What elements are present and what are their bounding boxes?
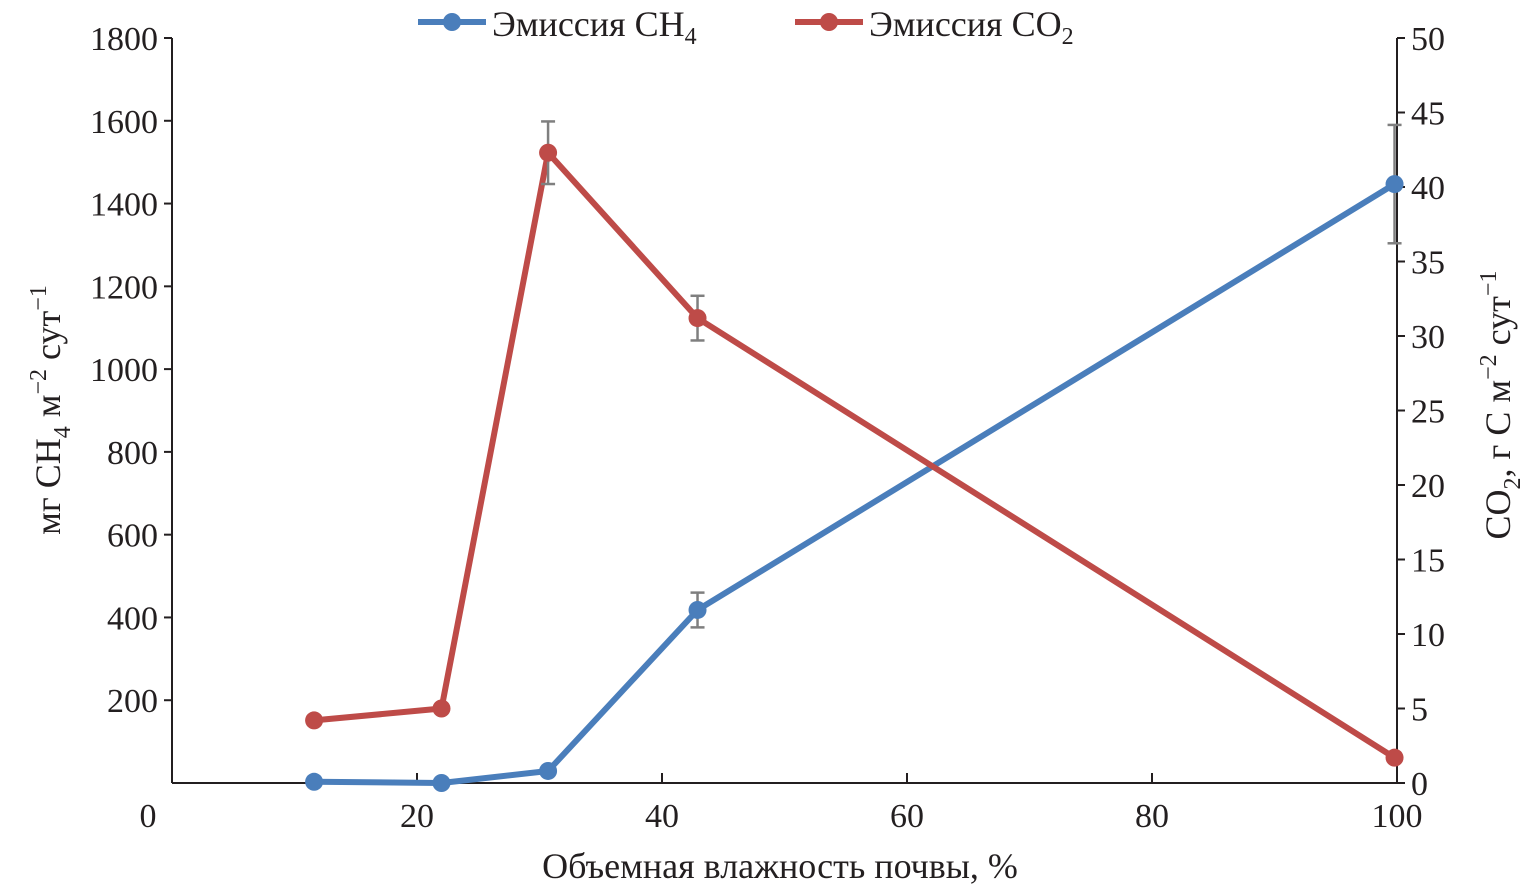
legend-label: Эмиссия CH4 [492,4,697,50]
y2-tick-label: 10 [1411,617,1445,654]
y2-tick-label: 45 [1411,96,1445,133]
y2-axis-label: CO2, г С м−2 сут−1 [1476,271,1526,540]
y2-tick-label: 30 [1411,319,1445,356]
x-tick-label: 0 [140,798,157,835]
legend: Эмиссия CH4 Эмиссия CO2 [418,4,1074,50]
data-point [1385,748,1404,767]
data-point [305,711,324,730]
y-tick-label: 1200 [90,269,158,306]
data-point [539,143,558,162]
y2-tick-label: 0 [1411,766,1428,803]
x-tick-label: 60 [890,798,924,835]
y-tick-label: 1800 [90,21,158,58]
y-tick-label: 1000 [90,352,158,389]
y2-tick-label: 35 [1411,245,1445,282]
series-line-1 [313,149,1397,761]
x-tick-label: 20 [400,798,434,835]
y-tick-label: 1600 [90,104,158,141]
y-tick-label: 1400 [90,187,158,224]
axes: 0 20 40 60 80 1002004006008001000120014001600… [90,21,1445,835]
data-point [688,600,707,619]
x-axis-label: Объемная влажность почвы, % [542,846,1018,886]
data-point [432,699,451,718]
x-tick-label: 100 [1372,798,1423,835]
series-line-0 [314,181,1397,786]
y-tick-label: 800 [107,435,158,472]
y-tick-label: 600 [107,518,158,555]
data-point [688,309,707,328]
y2-tick-label: 20 [1411,468,1445,505]
y-tick-label: 400 [107,600,158,637]
y2-tick-label: 50 [1411,21,1445,58]
legend-swatch-marker [820,13,838,31]
y2-tick-label: 25 [1411,394,1445,431]
y-axis-label: мг CH4 м−2 сут−1 [26,285,76,535]
y-tick-label: 200 [107,683,158,720]
legend-label: Эмиссия CO2 [869,4,1074,50]
y2-tick-label: 40 [1411,170,1445,207]
data-point [539,761,558,780]
y2-tick-label: 5 [1411,692,1428,729]
data-point [305,772,324,791]
legend-swatch-marker [443,13,461,31]
data-point [432,774,451,792]
x-tick-label: 40 [645,798,679,835]
x-tick-label: 80 [1135,798,1169,835]
y2-tick-label: 15 [1411,543,1445,580]
data-point [1385,175,1404,194]
series-marks [305,120,1404,792]
